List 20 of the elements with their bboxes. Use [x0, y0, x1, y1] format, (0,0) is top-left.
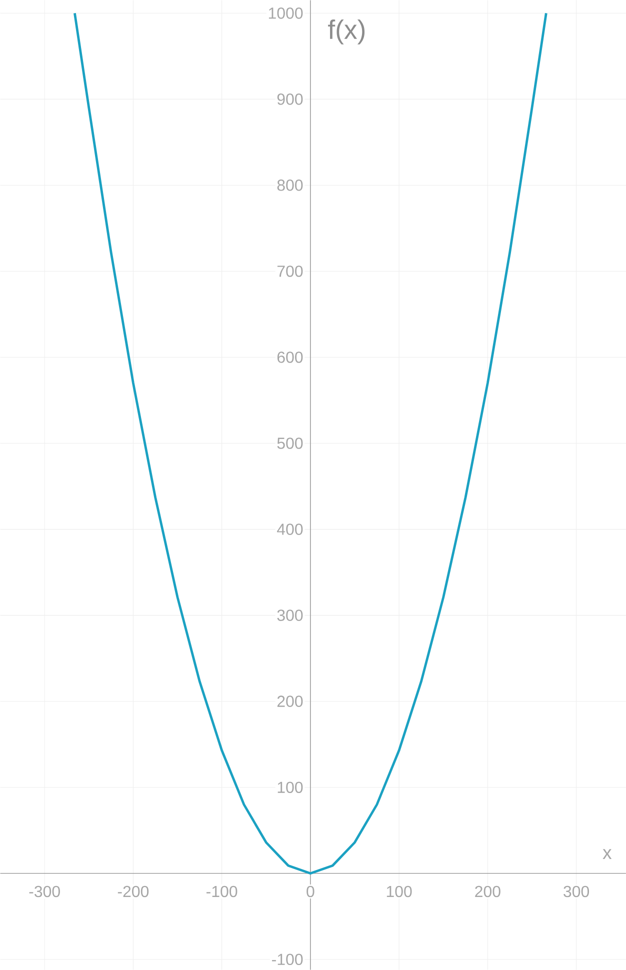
x-tick-label: -100 [206, 886, 238, 898]
x-tick-label: 300 [563, 886, 589, 898]
y-tick-label: -100 [272, 954, 303, 966]
y-tick-label: 500 [277, 438, 303, 449]
y-tick-label: 300 [277, 610, 303, 621]
y-tick-label: 1000 [268, 8, 303, 19]
x-tick-label: 0 [306, 886, 314, 898]
y-tick-label: 400 [276, 524, 303, 535]
y-tick-label: 200 [277, 696, 303, 707]
x-tick-label: -300 [29, 886, 60, 898]
y-tick-label: 900 [277, 94, 303, 105]
y-tick-label: 800 [277, 180, 303, 191]
y-tick-label: 700 [277, 266, 303, 277]
y-tick-label: 100 [278, 782, 303, 794]
y-axis-title: f(x) [328, 20, 364, 44]
y-tick-label: 600 [277, 352, 303, 363]
x-tick-label: 100 [386, 886, 412, 898]
x-tick-label: 200 [475, 886, 500, 898]
x-axis-title: x [602, 849, 612, 859]
x-tick-label: -200 [118, 886, 148, 898]
